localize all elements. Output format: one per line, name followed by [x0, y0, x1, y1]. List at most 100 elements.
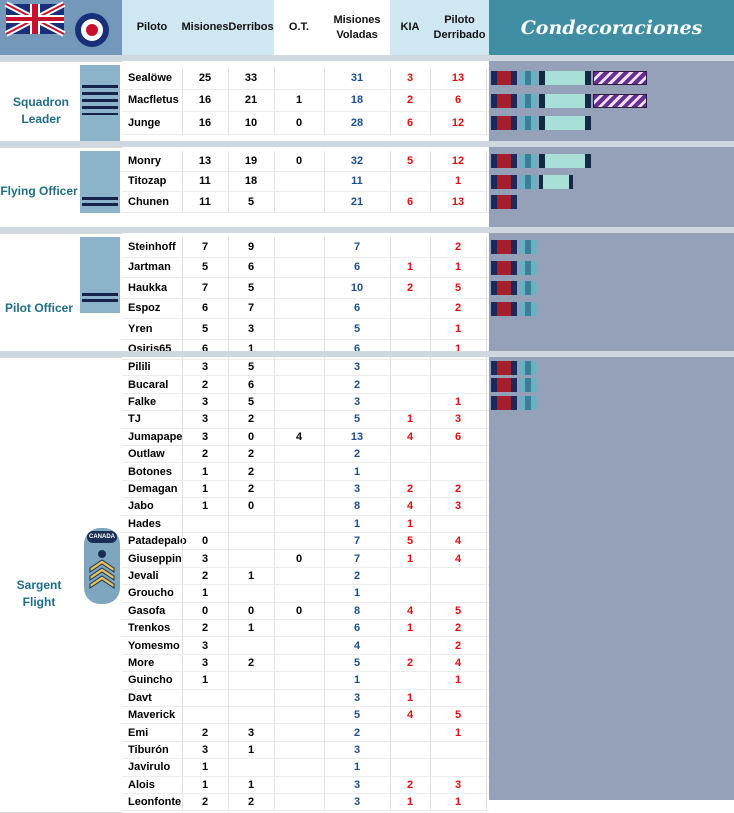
column-divider — [228, 237, 229, 257]
column-divider — [430, 446, 431, 463]
column-divider — [228, 794, 229, 811]
misiones-value: 7 — [201, 240, 209, 253]
pilot-row[interactable]: Leonfonte 2 2 3 1 1 — [122, 794, 489, 812]
ribbon-light-teal-icon — [539, 116, 591, 131]
column-divider — [228, 498, 229, 515]
derribos-value — [228, 707, 274, 723]
derribos-value: 2 — [247, 796, 255, 809]
column-divider — [390, 759, 391, 776]
column-divider — [324, 446, 325, 463]
pilot-row[interactable]: Steinhoff 7 9 7 2 — [122, 237, 489, 258]
column-divider — [390, 376, 391, 393]
pilot-name: Bucaral — [128, 378, 169, 391]
column-divider — [182, 776, 183, 793]
pilot-row[interactable]: Pilili 3 5 3 — [122, 359, 489, 377]
derribos-value: 3 — [247, 726, 255, 739]
pilot-row[interactable]: Junge 16 10 0 28 6 12 — [122, 112, 489, 135]
piloto-derribado-value — [430, 568, 486, 584]
column-divider — [390, 550, 391, 567]
column-divider — [324, 171, 325, 191]
column-divider — [274, 376, 275, 393]
ribbon-segment — [525, 93, 531, 108]
piloto-derribado-value: 2 — [454, 622, 462, 635]
derribos-value: 0 — [247, 430, 255, 443]
pilot-row[interactable]: Espoz 6 7 6 2 — [122, 298, 489, 319]
kia-value — [390, 394, 430, 410]
pilot-row[interactable]: TJ 3 2 5 1 3 — [122, 411, 489, 429]
pilot-row[interactable]: Jumapape 3 0 4 13 4 6 — [122, 428, 489, 446]
pilot-row[interactable]: Botones 1 2 1 — [122, 463, 489, 481]
pilot-row[interactable]: Patadepalo 0 7 5 4 — [122, 533, 489, 551]
column-divider — [228, 533, 229, 550]
kia-value — [390, 319, 430, 339]
misiones-voladas-value: 8 — [353, 604, 361, 617]
pilot-row[interactable]: Hades 1 1 — [122, 515, 489, 533]
ribbon-segment — [491, 174, 497, 189]
ribbon-segment — [511, 195, 517, 210]
misiones-voladas-value: 8 — [353, 500, 361, 513]
ribbon-segment — [531, 116, 537, 131]
piloto-derribado-value: 2 — [454, 240, 462, 253]
derribos-value — [228, 759, 274, 775]
ribbon-dfc-red-icon — [491, 174, 517, 189]
piloto-derribado-value — [430, 690, 486, 706]
ribbon-segment — [519, 174, 525, 189]
pilot-name: Espoz — [128, 302, 161, 315]
pilot-row[interactable]: Demagan 1 2 3 2 2 — [122, 480, 489, 499]
pilot-row[interactable]: Davt 3 1 — [122, 689, 489, 707]
pilot-row[interactable]: Trenkos 2 1 6 1 2 — [122, 620, 489, 638]
pilot-row[interactable]: Yomesmo 3 4 2 — [122, 637, 489, 655]
pilot-row[interactable]: Titozap 11 18 11 1 — [122, 171, 489, 192]
pilot-row[interactable]: Javirulo 1 1 — [122, 759, 489, 777]
pilot-row[interactable]: Maverick 5 4 5 — [122, 707, 489, 725]
pilot-row[interactable]: Gasofa 0 0 0 8 4 5 — [122, 602, 489, 620]
column-divider — [228, 67, 229, 89]
column-divider — [228, 393, 229, 411]
pilot-row[interactable]: Outlaw 2 2 2 — [122, 446, 489, 464]
pilot-row[interactable]: Jartman 5 6 6 1 1 — [122, 257, 489, 278]
column-divider — [324, 359, 325, 376]
pilot-row[interactable]: Chunen 11 5 21 6 13 — [122, 192, 489, 213]
pilot-row[interactable]: Jabo 1 0 8 4 3 — [122, 498, 489, 516]
pilot-row[interactable]: Groucho 1 1 — [122, 585, 489, 603]
pilot-row[interactable]: Monry 13 19 0 32 5 12 — [122, 151, 489, 172]
pilot-row[interactable]: Yren 5 3 5 1 — [122, 319, 489, 340]
column-divider — [274, 654, 275, 672]
pilot-row[interactable]: Alois 1 1 3 2 3 — [122, 776, 489, 794]
column-divider — [228, 776, 229, 793]
pilot-row[interactable]: Macfletus 16 21 1 18 2 6 — [122, 89, 489, 112]
pilot-row[interactable]: Jevali 2 1 2 — [122, 567, 489, 586]
column-divider — [182, 112, 183, 134]
pilot-name: Chunen — [128, 195, 169, 208]
pilot-row[interactable]: Giuseppin 3 0 7 1 4 — [122, 550, 489, 568]
ribbon-segment — [525, 116, 531, 131]
ribbon-blue-teal-icon — [519, 93, 537, 108]
column-divider — [182, 498, 183, 515]
pilot-row[interactable]: More 3 2 5 2 4 — [122, 654, 489, 673]
piloto-derribado-value: 12 — [451, 154, 465, 167]
column-divider — [430, 89, 431, 111]
pilot-row[interactable]: Sealöwe 25 33 31 3 13 — [122, 67, 489, 90]
pilot-row[interactable]: Emi 2 3 2 1 — [122, 724, 489, 742]
misiones-voladas-value: 1 — [353, 587, 361, 600]
misiones-voladas-value: 2 — [353, 726, 361, 739]
pilot-row[interactable]: Falke 3 5 3 1 — [122, 393, 489, 412]
pilot-name: More — [128, 656, 155, 669]
misiones-value: 2 — [201, 448, 209, 461]
kia-value: 1 — [406, 796, 414, 809]
column-divider — [324, 319, 325, 339]
column-divider — [430, 171, 431, 191]
misiones-value: 0 — [201, 535, 209, 548]
pilot-row[interactable]: Bucaral 2 6 2 — [122, 376, 489, 394]
pilot-row[interactable]: Haukka 7 5 10 2 5 — [122, 278, 489, 299]
ribbon-segment — [491, 116, 497, 131]
ribbon-light-teal-icon — [539, 154, 591, 169]
piloto-derribado-value: 13 — [451, 71, 465, 84]
column-divider — [486, 672, 487, 689]
column-divider — [430, 602, 431, 619]
pilot-row[interactable]: Guincho 1 1 1 — [122, 672, 489, 690]
rank-label: Squadron Leader — [13, 94, 69, 126]
ribbon-segment — [511, 174, 517, 189]
pilot-row[interactable]: Tiburón 3 1 3 — [122, 741, 489, 760]
section-separator — [0, 227, 734, 233]
